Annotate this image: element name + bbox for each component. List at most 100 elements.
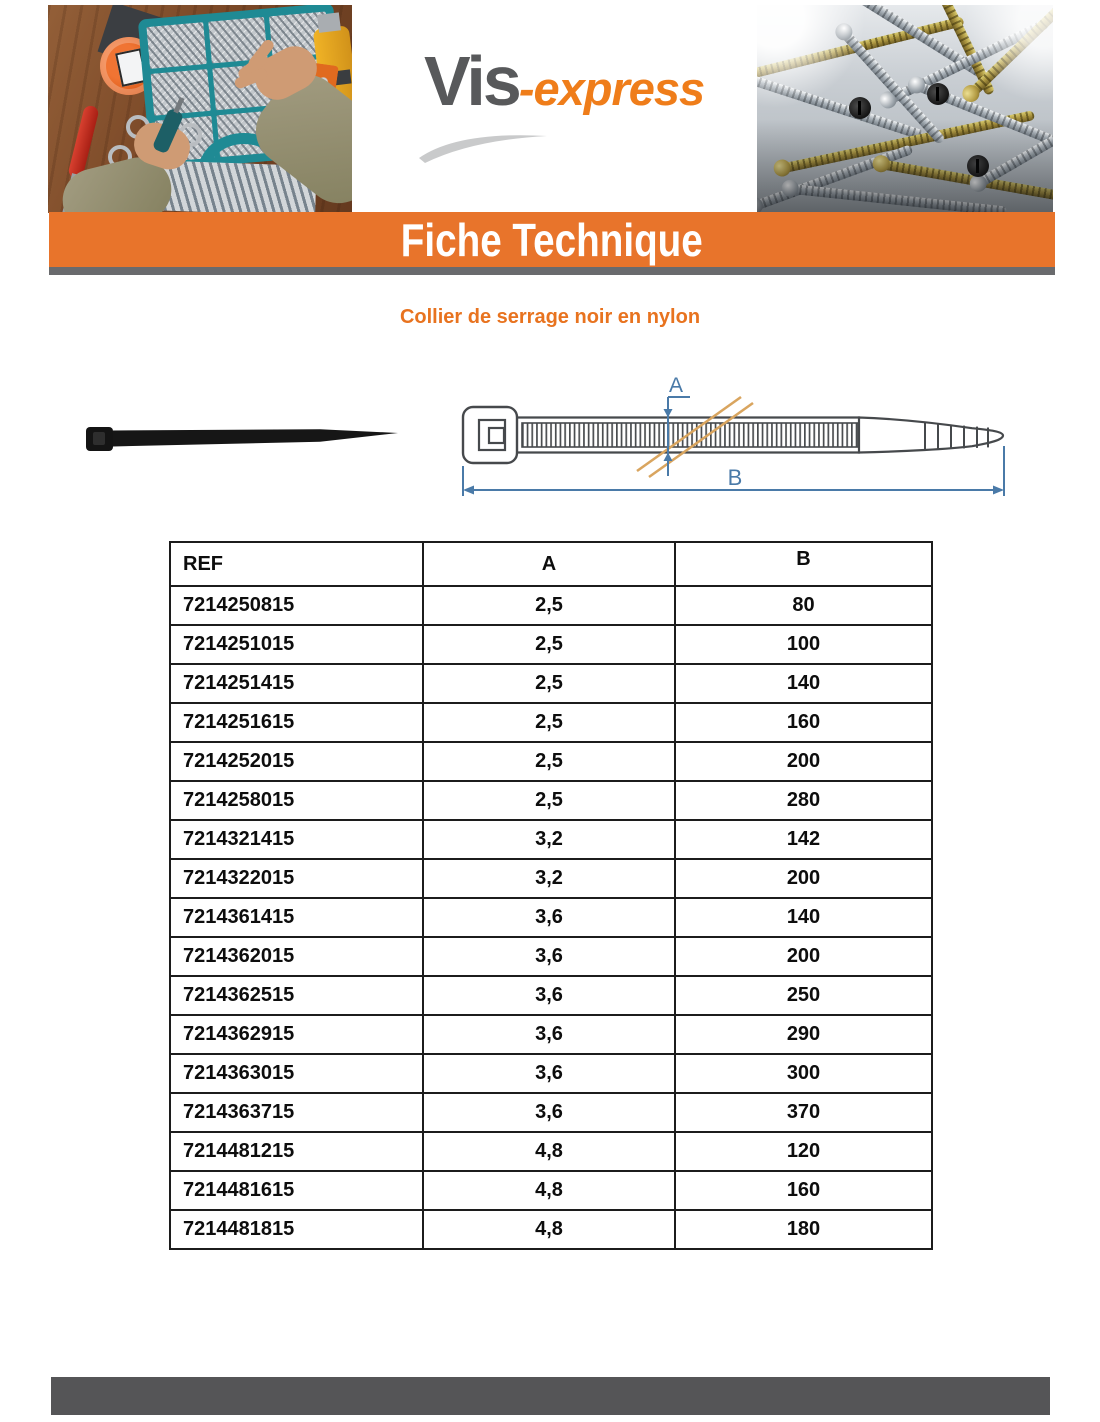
table-row: 7214363715 3,6 370 bbox=[169, 1092, 933, 1133]
table-row: 7214250815 2,5 80 bbox=[169, 585, 933, 626]
table-header-row: REF A B bbox=[169, 541, 933, 587]
ref-cell: 7214322015 bbox=[169, 858, 424, 899]
band-serration bbox=[521, 422, 859, 448]
workbench-photo bbox=[48, 5, 352, 213]
banner-title: Fiche Technique bbox=[400, 213, 704, 266]
ref-cell: 7214258015 bbox=[169, 780, 424, 821]
ref-cell: 7214250815 bbox=[169, 585, 424, 626]
ref-cell: 7214363715 bbox=[169, 1092, 424, 1133]
product-title: Collier de serrage noir en nylon bbox=[399, 306, 701, 328]
ref-cell: 7214252015 bbox=[169, 741, 424, 782]
photo-lighting-overlay bbox=[757, 5, 1053, 213]
b-cell: 280 bbox=[674, 780, 933, 821]
cable-tie-product-photo bbox=[80, 418, 410, 462]
a-cell: 3,6 bbox=[422, 936, 676, 977]
a-cell: 3,6 bbox=[422, 1092, 676, 1133]
table-row: 7214251415 2,5 140 bbox=[169, 663, 933, 704]
ref-cell: 7214361415 bbox=[169, 897, 424, 938]
a-cell: 2,5 bbox=[422, 780, 676, 821]
b-cell: 140 bbox=[674, 663, 933, 704]
a-cell: 3,6 bbox=[422, 897, 676, 938]
cable-tie-diagram: A B bbox=[450, 372, 1020, 504]
table-row: 7214322015 3,2 200 bbox=[169, 858, 933, 899]
organizer-bin bbox=[150, 68, 211, 116]
banner-underline bbox=[49, 267, 1055, 275]
organizer-bin bbox=[146, 22, 207, 69]
ref-cell: 7214481215 bbox=[169, 1131, 424, 1172]
a-cell: 3,6 bbox=[422, 1014, 676, 1055]
table-row: 7214252015 2,5 200 bbox=[169, 741, 933, 782]
a-cell: 4,8 bbox=[422, 1170, 676, 1211]
dimension-b bbox=[462, 446, 1005, 496]
ref-cell: 7214251615 bbox=[169, 702, 424, 743]
footer-bar bbox=[51, 1377, 1050, 1415]
a-cell: 2,5 bbox=[422, 741, 676, 782]
spec-table-body: 7214250815 2,5 80 7214251015 2,5 100 721425141… bbox=[169, 585, 933, 1250]
tie-tail-outline bbox=[857, 416, 1005, 454]
table-row: 7214363015 3,6 300 bbox=[169, 1053, 933, 1094]
ref-cell: 7214362915 bbox=[169, 1014, 424, 1055]
col-header-b: B bbox=[674, 541, 933, 587]
a-cell: 4,8 bbox=[422, 1131, 676, 1172]
table-row: 7214481215 4,8 120 bbox=[169, 1131, 933, 1172]
table-row: 7214258015 2,5 280 bbox=[169, 780, 933, 821]
b-cell: 200 bbox=[674, 858, 933, 899]
b-cell: 160 bbox=[674, 1170, 933, 1211]
table-row: 7214362015 3,6 200 bbox=[169, 936, 933, 977]
b-cell: 80 bbox=[674, 585, 933, 626]
b-cell: 100 bbox=[674, 624, 933, 665]
ref-cell: 7214362015 bbox=[169, 936, 424, 977]
b-cell: 200 bbox=[674, 936, 933, 977]
a-cell: 2,5 bbox=[422, 702, 676, 743]
diagram-svg: A B bbox=[461, 374, 1005, 496]
b-cell: 250 bbox=[674, 975, 933, 1016]
logo-swoosh-icon bbox=[419, 135, 547, 163]
a-cell: 4,8 bbox=[422, 1209, 676, 1250]
logo-wordmark: Vis-express bbox=[424, 41, 705, 121]
table-row: 7214362915 3,6 290 bbox=[169, 1014, 933, 1055]
logo-text-vis: Vis bbox=[424, 42, 522, 120]
ref-cell: 7214251015 bbox=[169, 624, 424, 665]
dimension-a-label: A bbox=[669, 374, 683, 397]
a-cell: 2,5 bbox=[422, 585, 676, 626]
ref-cell: 7214321415 bbox=[169, 819, 424, 860]
b-cell: 160 bbox=[674, 702, 933, 743]
b-cell: 290 bbox=[674, 1014, 933, 1055]
table-row: 7214321415 3,2 142 bbox=[169, 819, 933, 860]
ref-cell: 7214251415 bbox=[169, 663, 424, 704]
ref-cell: 7214481615 bbox=[169, 1170, 424, 1211]
b-cell: 370 bbox=[674, 1092, 933, 1133]
break-line bbox=[636, 395, 742, 473]
table-row: 7214481815 4,8 180 bbox=[169, 1209, 933, 1250]
b-cell: 120 bbox=[674, 1131, 933, 1172]
col-header-a: A bbox=[422, 541, 676, 587]
a-cell: 3,6 bbox=[422, 975, 676, 1016]
spec-table: REF A B 7214250815 2,5 80 7214251015 2,5 100 7… bbox=[169, 541, 933, 1250]
table-row: 7214251615 2,5 160 bbox=[169, 702, 933, 743]
b-cell: 142 bbox=[674, 819, 933, 860]
ref-cell: 7214481815 bbox=[169, 1209, 424, 1250]
cable-tie-shape bbox=[86, 427, 398, 451]
col-header-ref: REF bbox=[169, 541, 424, 587]
ref-cell: 7214363015 bbox=[169, 1053, 424, 1094]
table-row: 7214362515 3,6 250 bbox=[169, 975, 933, 1016]
b-cell: 200 bbox=[674, 741, 933, 782]
logo-text-express: -express bbox=[518, 62, 705, 115]
b-cell: 140 bbox=[674, 897, 933, 938]
dimension-b-label: B bbox=[728, 465, 743, 490]
b-cell: 180 bbox=[674, 1209, 933, 1250]
b-cell: 300 bbox=[674, 1053, 933, 1094]
break-line bbox=[648, 401, 754, 479]
table-row: 7214481615 4,8 160 bbox=[169, 1170, 933, 1211]
a-cell: 2,5 bbox=[422, 624, 676, 665]
banner: Fiche Technique bbox=[49, 212, 1055, 267]
vis-express-logo: Vis-express bbox=[352, 5, 757, 213]
a-cell: 2,5 bbox=[422, 663, 676, 704]
a-cell: 3,2 bbox=[422, 858, 676, 899]
a-cell: 3,2 bbox=[422, 819, 676, 860]
screws-pile-photo bbox=[757, 5, 1053, 213]
table-row: 7214251015 2,5 100 bbox=[169, 624, 933, 665]
a-cell: 3,6 bbox=[422, 1053, 676, 1094]
ref-cell: 7214362515 bbox=[169, 975, 424, 1016]
